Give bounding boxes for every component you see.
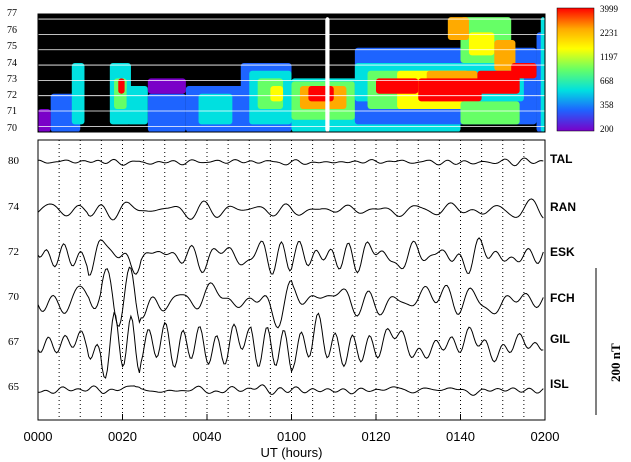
station-label-esk: ESK (550, 245, 575, 259)
heatmap-cell (447, 17, 469, 41)
station-label-fch: FCH (550, 291, 575, 305)
heatmap-cell (325, 17, 330, 133)
heatmap-cell (126, 86, 148, 125)
x-tick-label: 0100 (277, 429, 306, 444)
heat-y-tick: 70 (7, 123, 17, 134)
magnetogram-panel (37, 139, 546, 421)
heatmap-cell (468, 32, 495, 56)
heat-y-tick: 71 (7, 106, 17, 117)
trace-esk (37, 237, 544, 276)
x-tick-label: 0000 (24, 429, 53, 444)
heatmap-cell (270, 86, 284, 102)
mag-y-tick: 65 (8, 381, 20, 393)
heat-y-tick: 73 (7, 74, 17, 85)
heat-y-tick: 77 (7, 8, 17, 19)
x-tick-label: 0020 (108, 429, 137, 444)
heatmap-cell (460, 101, 520, 125)
colorbar-tick: 2231 (600, 28, 618, 38)
colorbar-tick: 668 (600, 76, 614, 86)
station-labels: TAL RAN ESK FCH GIL ISL (550, 152, 576, 391)
heatmap-cell (418, 78, 482, 102)
colorbar-tick-labels: 3999 2231 1197 668 358 200 (600, 4, 619, 134)
trace-ran (37, 198, 544, 221)
x-tick-label: 0140 (446, 429, 475, 444)
heatmap-cell (308, 86, 334, 102)
x-tick-labels: 0000 0020 0040 0100 0120 0140 0200 (24, 429, 560, 444)
magnetogram-y-tick-labels: 80 74 72 70 67 65 (8, 155, 20, 393)
x-axis-label: UT (hours) (261, 445, 323, 460)
heatmap-cell (477, 70, 520, 94)
x-tick-label: 0040 (193, 429, 222, 444)
heatmap-cell (118, 78, 125, 94)
heatmap-cell (71, 63, 85, 125)
heat-y-tick: 76 (7, 25, 17, 36)
heatmap-cell (494, 40, 516, 71)
heatmap-cell (147, 93, 186, 132)
heat-y-tick: 75 (7, 41, 17, 52)
x-tick-label: 0200 (531, 429, 560, 444)
x-tick-marks (37, 414, 546, 420)
colorbar-tick: 1197 (600, 52, 618, 62)
heatmap-cell (38, 109, 51, 132)
time-gridlines (58, 140, 525, 420)
heatmap-panel (37, 13, 546, 133)
colorbar-tick: 358 (600, 100, 614, 110)
trace-isl (37, 384, 544, 396)
heatmap-cell (198, 93, 233, 125)
heat-y-tick: 74 (7, 58, 17, 69)
heatmap-frame (37, 13, 546, 133)
scale-bar-label: 200 nT (608, 343, 623, 382)
heat-y-tick: 72 (7, 90, 17, 101)
trace-tal (37, 157, 544, 167)
mag-y-tick: 74 (8, 201, 20, 213)
mag-y-tick: 80 (8, 155, 20, 167)
colorbar-tick: 3999 (600, 4, 619, 14)
heatmap-y-tick-labels: 77 76 75 74 73 72 71 70 (7, 8, 17, 134)
trace-gil (37, 311, 544, 379)
colorbar (556, 7, 595, 132)
mag-y-tick: 72 (8, 246, 19, 258)
heatmap-cell (147, 78, 186, 94)
station-label-ran: RAN (550, 200, 576, 214)
colorbar-tick: 200 (600, 124, 614, 134)
trace-fch (37, 266, 544, 329)
station-label-tal: TAL (550, 152, 572, 166)
mag-y-tick: 70 (8, 291, 20, 303)
heatmap-gridlines (38, 18, 545, 127)
mag-y-tick: 67 (8, 336, 20, 348)
magnetometer-traces (37, 157, 544, 396)
x-tick-label: 0120 (362, 429, 391, 444)
heatmap-cell (540, 17, 545, 133)
station-label-gil: GIL (550, 332, 570, 346)
heatmap-cell (376, 78, 419, 94)
station-label-isl: ISL (550, 377, 569, 391)
